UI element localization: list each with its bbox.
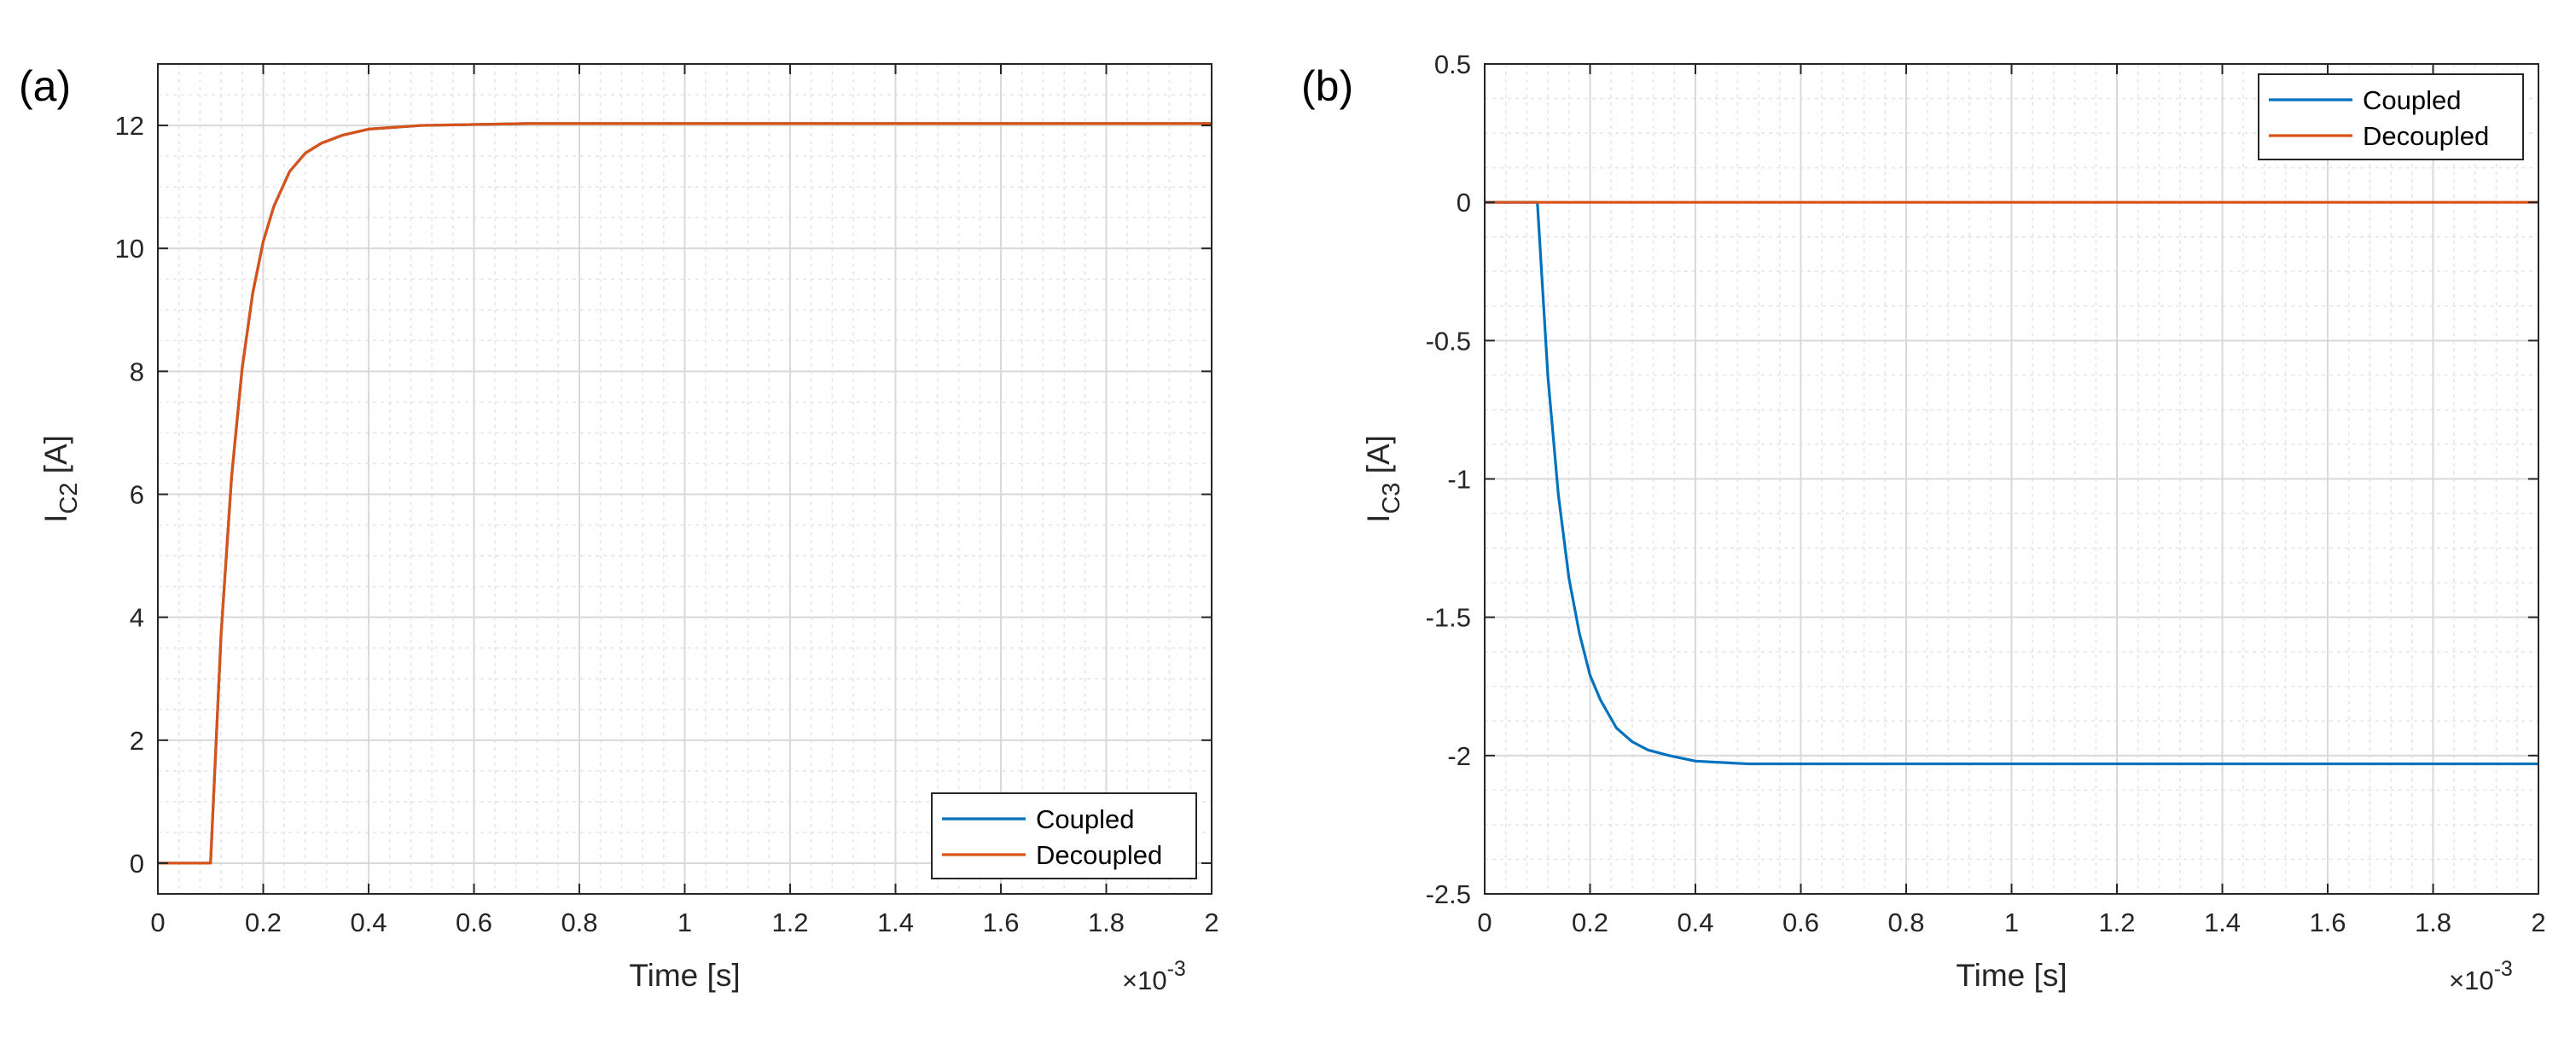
x-tick-label: 2: [2531, 908, 2545, 937]
panel-label: (b): [1301, 62, 1353, 110]
y-axis-label-main: I: [1361, 514, 1396, 523]
y-tick-label: 8: [130, 357, 144, 386]
y-axis-label-unit: [A]: [38, 435, 73, 483]
x-tick-label: 2: [1204, 908, 1218, 937]
y-tick-label: -0.5: [1426, 326, 1471, 356]
x-tick-label: 0: [150, 908, 165, 937]
x-tick-label: 0.2: [245, 908, 282, 937]
legend-label-coupled: Coupled: [2363, 85, 2461, 115]
y-axis-label-subscript: C2: [55, 483, 83, 514]
y-tick-label: -1: [1447, 465, 1471, 495]
y-axis-label-unit: [A]: [1361, 435, 1396, 483]
x-tick-label: 1.6: [982, 908, 1019, 937]
x-multiplier-base: ×10: [2449, 966, 2494, 995]
y-axis-label-main: I: [38, 514, 73, 523]
legend-label-coupled: Coupled: [1036, 804, 1134, 834]
y-tick-label: -1.5: [1426, 603, 1471, 633]
x-tick-label: 1: [677, 908, 692, 937]
x-tick-label: 0.6: [456, 908, 492, 937]
x-tick-label: 1.8: [1088, 908, 1125, 937]
x-multiplier: ×10-3: [1122, 957, 1186, 995]
chart-panel-a: 0 0.2 0.4 0.6 0.8 1 1.2 1.4 1.6 1.8 2 0 2 4 6 8 10 12 ×10-…: [19, 62, 1219, 995]
y-tick-label: 12: [115, 111, 144, 141]
x-tick-label: 0.6: [1782, 908, 1819, 937]
legend-label-decoupled: Decoupled: [2363, 121, 2489, 151]
x-tick-label: 1.8: [2415, 908, 2451, 937]
y-axis-label: IC3 [A]: [1361, 435, 1405, 523]
chart-panel-b: 0 0.2 0.4 0.6 0.8 1 1.2 1.4 1.6 1.8 2 -2.5 -2 -1.5 -1 -…: [1301, 49, 2546, 995]
x-tick-label: 0.2: [1572, 908, 1608, 937]
y-tick-label: 4: [130, 603, 144, 633]
x-multiplier-exponent: -3: [2494, 957, 2513, 981]
x-tick-label: 1: [2004, 908, 2019, 937]
y-tick-label: 0.5: [1434, 49, 1471, 79]
y-axis-label: IC2 [A]: [38, 435, 83, 523]
legend-box: [931, 792, 1197, 879]
y-axis-label-subscript: C3: [1378, 483, 1405, 514]
y-tick-label: 6: [130, 480, 144, 510]
legend-box: [2258, 73, 2524, 160]
x-tick-label: 1.2: [2098, 908, 2135, 937]
x-axis-label: Time [s]: [629, 958, 740, 993]
x-tick-label: 0.4: [1677, 908, 1713, 937]
x-tick-label: 0.4: [350, 908, 387, 937]
legend: Coupled Decoupled: [931, 792, 1197, 879]
y-tick-label: 0: [130, 849, 144, 879]
panel-label: (a): [19, 62, 71, 110]
x-tick-label: 1.2: [771, 908, 808, 937]
x-tick-label: 0: [1477, 908, 1492, 937]
x-tick-label: 1.4: [2204, 908, 2241, 937]
x-tick-label: 1.6: [2309, 908, 2346, 937]
legend: Coupled Decoupled: [2258, 73, 2524, 160]
y-tick-label: 10: [115, 234, 144, 264]
x-multiplier-base: ×10: [1122, 966, 1167, 995]
series-line-coupled: [1485, 200, 2538, 766]
x-tick-label: 0.8: [1887, 908, 1924, 937]
x-multiplier-exponent: -3: [1167, 957, 1186, 981]
y-tick-label: 2: [130, 726, 144, 756]
x-multiplier: ×10-3: [2449, 957, 2513, 995]
x-tick-label: 0.8: [561, 908, 597, 937]
series-line-decoupled: [158, 122, 1212, 865]
x-tick-label: 1.4: [877, 908, 914, 937]
x-axis-label: Time [s]: [1956, 958, 2067, 993]
legend-label-decoupled: Decoupled: [1036, 840, 1162, 870]
y-tick-label: -2: [1447, 741, 1471, 771]
y-tick-label: 0: [1457, 188, 1471, 218]
y-tick-label: -2.5: [1426, 879, 1471, 909]
